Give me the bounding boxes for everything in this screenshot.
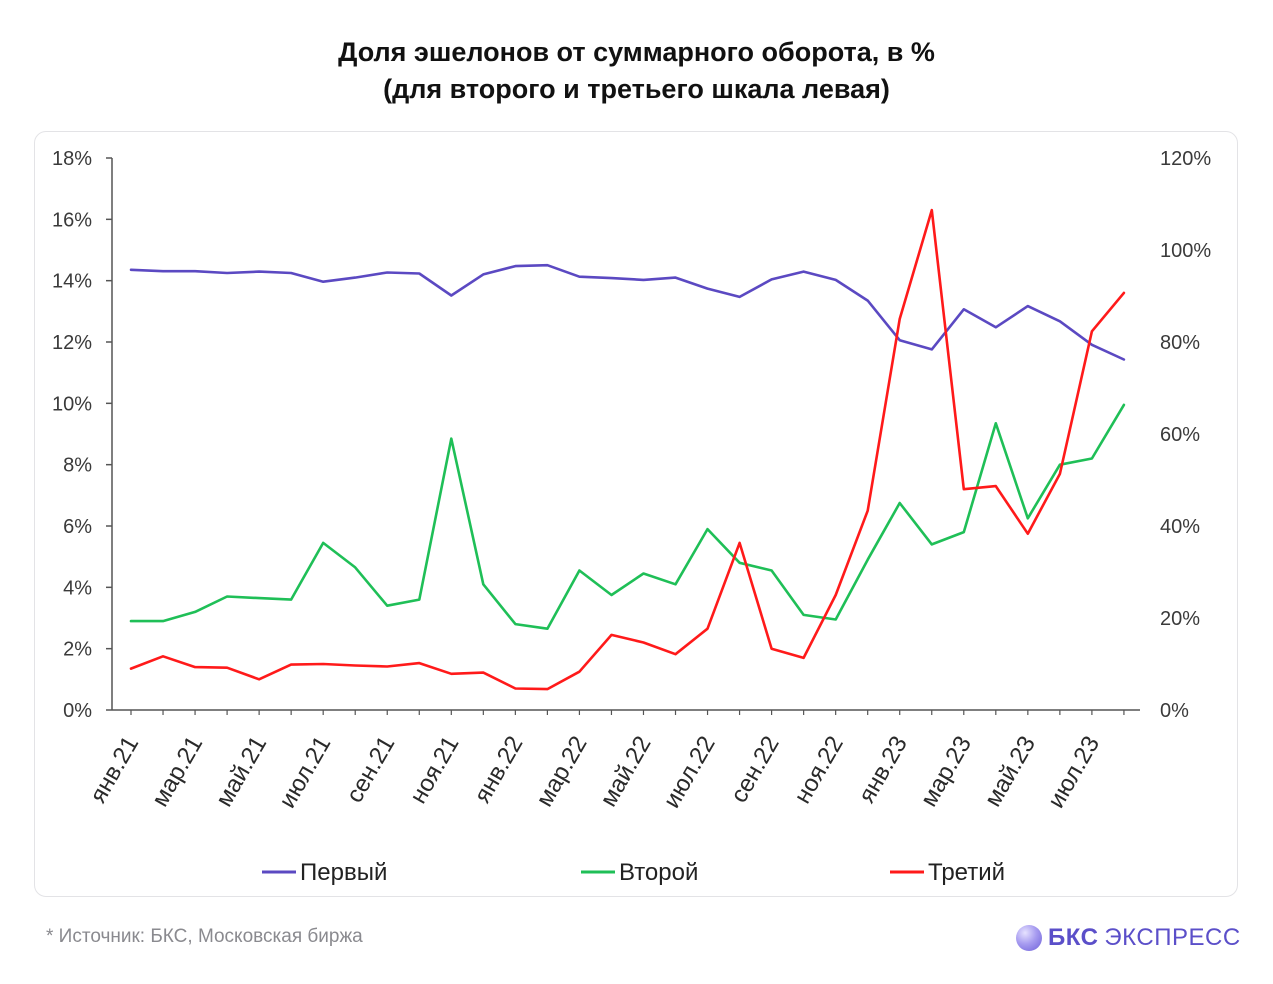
axes: 0% 2% 4% 6% 8% 10% 12% 14% 16% 18% 0% 20% 40% 60% 80% 1…: [52, 148, 1211, 722]
right-tick-label: 60%: [1160, 424, 1200, 446]
title-line-1: Доля эшелонов от суммарного оборота, в %: [338, 37, 935, 67]
left-tick-label: 18%: [52, 148, 92, 170]
left-tick-label: 6%: [63, 516, 92, 538]
x-tick-label: янв.22: [469, 732, 529, 808]
right-tick-label: 20%: [1160, 608, 1200, 630]
logo-rest: ЭКСПРЕСС: [1104, 924, 1241, 951]
x-tick-label: июл.22: [658, 732, 721, 813]
series-first-line: [129, 263, 1126, 361]
x-tick-label: сен.22: [725, 732, 784, 808]
x-tick-label: июл.23: [1043, 732, 1106, 813]
x-tick-label: мар.23: [915, 732, 977, 812]
left-tick-label: 12%: [52, 332, 92, 354]
logo-text: БКС ЭКСПРЕСС: [1048, 924, 1241, 952]
x-tick-label: мар.21: [147, 732, 209, 812]
logo-sphere-icon: [1016, 925, 1042, 951]
left-tick-label: 14%: [52, 271, 92, 293]
left-tick-label: 4%: [63, 577, 92, 599]
series-lines: [129, 208, 1126, 691]
right-tick-label: 0%: [1160, 700, 1189, 722]
series-second-line: [129, 403, 1126, 631]
source-note: * Источник: БКС, Московская биржа: [46, 926, 363, 947]
left-tick-label: 0%: [63, 700, 92, 722]
left-tick-label: 8%: [63, 455, 92, 477]
x-tick-label: янв.21: [85, 732, 145, 808]
x-tick-label: май.21: [211, 732, 273, 812]
x-tick-label: май.23: [979, 732, 1041, 812]
title-line-2: (для второго и третьего шкала левая): [383, 74, 890, 104]
right-tick-label: 40%: [1160, 516, 1200, 538]
legend-label: Второй: [619, 859, 698, 886]
legend-label: Третий: [928, 859, 1005, 886]
x-tick-labels: янв.21 мар.21 май.21 июл.21 сен.21 ноя.21 янв.…: [85, 710, 1125, 813]
x-tick-label: мар.22: [531, 732, 593, 812]
legend: Первый Второй Третий: [262, 859, 1005, 886]
bks-express-logo: БКС ЭКСПРЕСС: [1016, 922, 1241, 954]
left-tick-label: 16%: [52, 209, 92, 231]
series-third-line: [129, 208, 1126, 691]
x-tick-label: июл.21: [274, 732, 337, 813]
logo-bold: БКС: [1048, 924, 1099, 951]
x-tick-label: ноя.21: [405, 732, 465, 809]
left-tick-label: 2%: [63, 639, 92, 661]
right-tick-label: 120%: [1160, 148, 1211, 170]
chart-title: Доля эшелонов от суммарного оборота, в %…: [0, 34, 1273, 108]
legend-label: Первый: [300, 859, 387, 886]
x-tick-label: янв.23: [853, 732, 913, 808]
x-tick-label: май.22: [595, 732, 657, 812]
right-tick-label: 80%: [1160, 332, 1200, 354]
x-tick-label: сен.21: [341, 732, 400, 808]
x-tick-label: ноя.22: [789, 732, 849, 809]
right-tick-label: 100%: [1160, 240, 1211, 262]
left-tick-label: 10%: [52, 393, 92, 415]
